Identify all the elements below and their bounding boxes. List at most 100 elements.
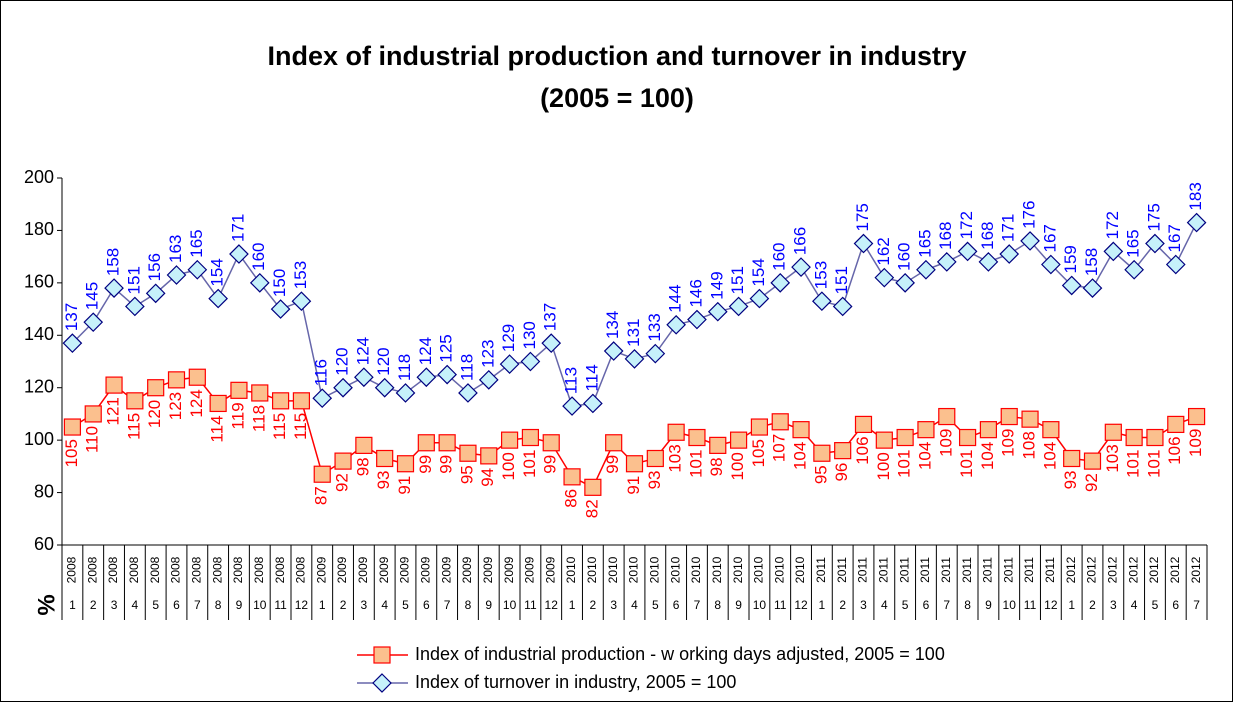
data-point [83,312,104,333]
x-tick-label: 6 [673,598,680,612]
data-label: 137 [541,303,560,331]
data-label: 100 [499,452,518,480]
x-tick-label: 7 [1193,598,1200,612]
data-point [376,449,394,468]
data-label: 98 [353,457,372,476]
data-label: 168 [936,222,955,250]
x-tick-label: 12 [295,598,309,612]
data-label: 168 [978,222,997,250]
data-label: 105 [62,439,81,467]
x-year-label: 2011 [960,557,974,583]
data-label: 167 [1165,224,1184,252]
data-label: 92 [333,473,352,492]
data-point [625,455,644,473]
data-point [957,241,978,262]
x-tick-label: 4 [631,598,638,612]
data-label: 129 [499,324,518,352]
data-point [1124,259,1144,280]
x-year-label: 2010 [647,556,661,583]
x-tick-label: 12 [794,598,808,612]
x-year-label: 2011 [897,557,911,583]
data-label: 110 [83,426,102,453]
data-label: 151 [124,266,143,294]
data-label: 99 [416,455,435,474]
data-label: 86 [562,489,581,508]
data-point [813,444,831,462]
x-year-label: 2011 [814,557,828,583]
data-point [374,377,395,398]
x-tick-label: 8 [964,598,971,612]
data-point [188,368,206,386]
data-point [541,333,562,353]
x-tick-label: 6 [923,598,930,612]
data-label: 124 [416,337,435,365]
data-point [354,367,374,388]
data-point [292,392,311,410]
y-tick-label: 60 [34,534,54,554]
x-tick-label: 5 [402,598,409,612]
x-tick-label: 5 [1152,598,1159,612]
data-label: 137 [62,303,81,331]
data-point [688,428,706,447]
data-label: 171 [228,214,247,242]
data-label: 104 [915,442,934,470]
x-tick-label: 4 [881,598,888,612]
data-point [187,259,208,280]
x-tick-label: 2 [590,598,597,612]
data-point [749,288,770,309]
x-year-label: 2011 [835,557,849,583]
x-tick-label: 7 [444,598,451,612]
data-label: 96 [832,463,851,482]
data-point [458,383,478,403]
data-label: 158 [104,248,123,276]
data-label: 167 [1040,224,1059,252]
x-tick-label: 10 [503,598,517,612]
data-point [209,394,227,413]
x-year-label: 2009 [502,556,516,583]
x-tick-label: 2 [1089,598,1096,612]
chart-title: Index of industrial production and turno… [267,41,966,71]
x-year-label: 2010 [668,556,682,583]
x-tick-label: 5 [652,598,659,612]
data-label: 150 [270,269,289,297]
data-label: 118 [457,354,476,381]
data-point [251,384,269,402]
data-point [208,288,228,309]
data-label: 114 [582,364,601,391]
data-label: 144 [666,284,685,312]
data-label: 91 [395,476,414,495]
legend-label: Index of industrial production - w orkin… [415,644,945,664]
x-tick-label: 12 [1044,598,1058,612]
data-label: 95 [457,465,476,484]
data-label: 115 [124,413,143,440]
data-point [147,379,165,397]
data-label: 87 [312,486,331,505]
data-label: 159 [1061,245,1080,273]
data-point [1061,275,1082,296]
x-tick-label: 9 [236,598,243,612]
data-label: 108 [1020,431,1039,459]
data-label: 100 [874,452,893,480]
x-tick-label: 2 [340,598,347,612]
data-point [1082,278,1103,298]
data-label: 175 [1144,203,1163,231]
x-year-label: 2008 [231,556,245,583]
x-year-label: 2008 [85,556,99,583]
x-year-label: 2010 [772,556,786,583]
x-tick-label: 1 [569,598,576,612]
data-label: 98 [707,457,726,476]
x-tick-label: 3 [361,598,368,612]
data-label: 149 [707,271,726,299]
data-point [249,273,270,293]
x-tick-label: 3 [1110,598,1117,612]
data-label: 104 [791,442,810,470]
data-label: 165 [187,229,206,257]
data-point [1167,415,1185,434]
data-label: 172 [957,211,976,239]
data-point [395,383,416,403]
data-label: 106 [1165,436,1184,464]
x-year-label: 2012 [1168,556,1182,583]
data-point [666,314,686,335]
x-year-label: 2008 [273,556,287,583]
data-label: 91 [624,476,643,495]
